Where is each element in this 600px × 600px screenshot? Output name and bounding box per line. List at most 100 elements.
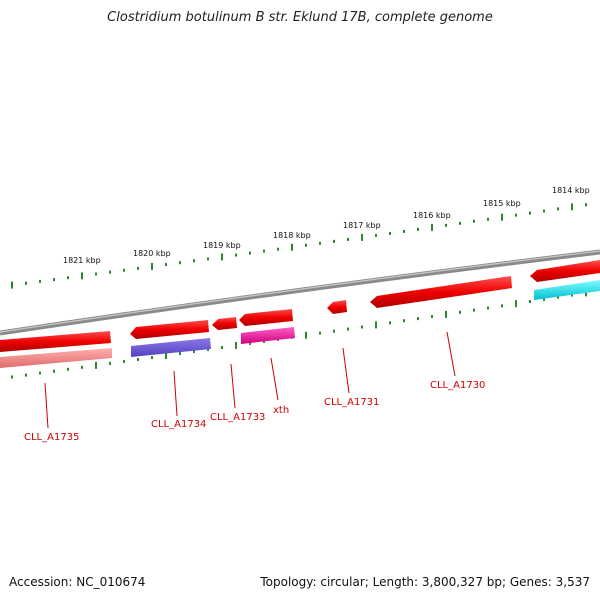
- gene-track-inner: [0, 280, 600, 368]
- tick-label: 1815 kbp: [483, 199, 521, 208]
- minor-tick: [123, 268, 125, 272]
- minor-tick: [305, 243, 307, 247]
- tick-label: 1821 kbp: [63, 256, 101, 265]
- accession-text: Accession: NC_010674: [9, 575, 146, 589]
- major-tick: [445, 310, 447, 318]
- minor-tick: [95, 272, 97, 276]
- minor-tick: [221, 345, 223, 349]
- minor-tick: [165, 263, 167, 267]
- major-tick: [221, 253, 223, 261]
- cog-bar-blue[interactable]: [131, 338, 211, 357]
- minor-tick: [403, 229, 405, 233]
- minor-tick: [459, 221, 461, 225]
- gene-label-cll-a1731[interactable]: CLL_A1731: [324, 397, 379, 408]
- cog-bar-cyan[interactable]: [534, 280, 600, 300]
- minor-tick: [109, 361, 111, 365]
- minor-tick: [53, 278, 55, 282]
- upper-tick-track: [11, 203, 587, 289]
- gene-arrow-cll-a1733[interactable]: [212, 317, 237, 330]
- major-tick: [235, 341, 237, 349]
- minor-tick: [235, 253, 237, 257]
- minor-tick: [319, 241, 321, 245]
- minor-tick: [557, 207, 559, 211]
- tick-label: 1817 kbp: [343, 221, 381, 230]
- tick-label: 1818 kbp: [273, 231, 311, 240]
- cog-bar-pink[interactable]: [0, 348, 112, 368]
- major-tick: [95, 361, 97, 369]
- genome-backbone: [0, 249, 600, 336]
- gene-label-cll-a1734[interactable]: CLL_A1734: [151, 419, 206, 430]
- minor-tick: [25, 281, 27, 285]
- minor-tick: [67, 367, 69, 371]
- genome-backbone-highlight: [0, 250, 600, 333]
- gene-arrow-xth[interactable]: [239, 309, 293, 326]
- major-tick: [165, 351, 167, 359]
- tick-label: 1820 kbp: [133, 249, 171, 258]
- minor-tick: [389, 321, 391, 325]
- minor-tick: [263, 249, 265, 253]
- minor-tick: [585, 203, 587, 207]
- minor-tick: [179, 352, 181, 356]
- major-tick: [11, 281, 13, 289]
- major-tick: [375, 321, 377, 329]
- minor-tick: [543, 297, 545, 301]
- minor-tick: [361, 325, 363, 329]
- minor-tick: [25, 373, 27, 377]
- gene-arrow-cll-a1730[interactable]: [370, 276, 512, 308]
- gene-leader-lines: [44, 331, 456, 429]
- minor-tick: [487, 306, 489, 310]
- minor-tick: [333, 329, 335, 333]
- gene-labels: CLL_A1735 CLL_A1734 CLL_A1733 xth CLL_A1…: [24, 380, 485, 443]
- minor-tick: [515, 213, 517, 217]
- major-tick: [501, 213, 503, 221]
- minor-tick: [207, 257, 209, 261]
- minor-tick: [193, 259, 195, 263]
- major-tick: [571, 203, 573, 211]
- minor-tick: [473, 219, 475, 223]
- minor-tick: [249, 341, 251, 345]
- major-tick: [305, 331, 307, 339]
- minor-tick: [487, 217, 489, 221]
- minor-tick: [179, 261, 181, 265]
- major-tick: [81, 272, 83, 280]
- minor-tick: [347, 327, 349, 331]
- minor-tick: [543, 209, 545, 213]
- minor-tick: [431, 315, 433, 319]
- minor-tick: [67, 276, 69, 280]
- minor-tick: [459, 310, 461, 314]
- minor-tick: [473, 308, 475, 312]
- gene-label-cll-a1735[interactable]: CLL_A1735: [24, 432, 79, 443]
- tick-label: 1819 kbp: [203, 241, 241, 250]
- minor-tick: [389, 231, 391, 235]
- gene-arrow-right-edge[interactable]: [530, 260, 600, 282]
- gene-label-cll-a1733[interactable]: CLL_A1733: [210, 412, 265, 423]
- cog-bar-magenta[interactable]: [241, 327, 295, 344]
- minor-tick: [333, 239, 335, 243]
- minor-tick: [375, 233, 377, 237]
- minor-tick: [53, 369, 55, 373]
- minor-tick: [501, 304, 503, 308]
- gene-label-cll-a1730[interactable]: CLL_A1730: [430, 380, 485, 391]
- minor-tick: [347, 237, 349, 241]
- minor-tick: [445, 223, 447, 227]
- map-title: Clostridium botulinum B str. Eklund 17B,…: [107, 10, 493, 25]
- gene-arrow-cll-a1735[interactable]: [0, 331, 111, 352]
- minor-tick: [81, 365, 83, 369]
- major-tick: [515, 300, 517, 308]
- major-tick: [151, 262, 153, 270]
- minor-tick: [417, 317, 419, 321]
- minor-tick: [417, 227, 419, 231]
- minor-tick: [249, 251, 251, 255]
- gene-label-xth[interactable]: xth: [273, 405, 289, 416]
- genome-summary-text: Topology: circular; Length: 3,800,327 bp…: [260, 575, 590, 589]
- gene-arrow-cll-a1731[interactable]: [327, 300, 347, 314]
- minor-tick: [277, 247, 279, 251]
- gene-arrow-cll-a1734[interactable]: [130, 320, 209, 339]
- minor-tick: [557, 295, 559, 299]
- gene-track-outer: [0, 260, 600, 352]
- tick-label: 1816 kbp: [413, 211, 451, 220]
- minor-tick: [39, 371, 41, 375]
- minor-tick: [11, 375, 13, 379]
